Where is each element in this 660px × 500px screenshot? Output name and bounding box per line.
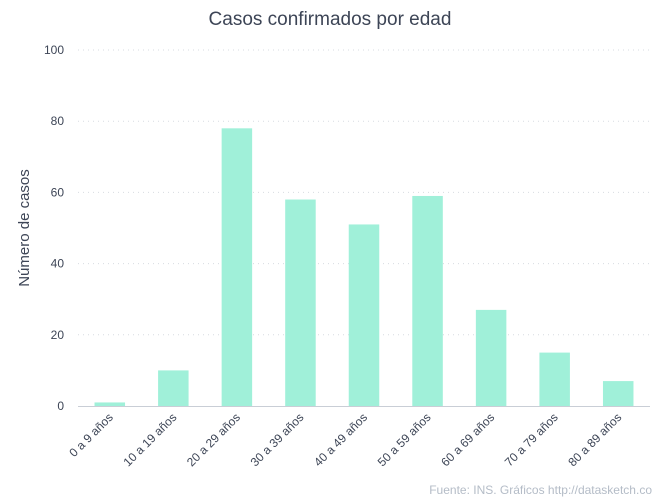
x-tick-label: 40 a 49 años (311, 410, 370, 469)
x-tick-label: 10 a 19 años (120, 410, 179, 469)
bars (94, 128, 634, 406)
x-tick-label: 50 a 59 años (375, 410, 434, 469)
y-tick-label: 0 (57, 399, 64, 413)
source-caption: Fuente: INS. Gráficos http://datasketch.… (429, 483, 652, 497)
bar[interactable] (94, 402, 126, 406)
x-tick-label: 60 a 69 años (438, 410, 497, 469)
x-tick-label: 80 a 89 años (565, 410, 624, 469)
x-tick-label: 0 a 9 años (66, 410, 116, 460)
x-tick-label: 20 a 29 años (184, 410, 243, 469)
bar[interactable] (158, 370, 189, 406)
bar[interactable] (285, 199, 316, 406)
y-tick-label: 80 (51, 114, 65, 128)
bar[interactable] (475, 309, 507, 406)
x-tick-labels: 0 a 9 años 10 a 19 años 20 a 29 años 30 a 3… (66, 410, 624, 469)
y-tick-label: 40 (51, 257, 65, 271)
bar[interactable] (602, 381, 634, 406)
chart-title: Casos confirmados por edad (209, 9, 452, 30)
x-tick-label: 30 a 39 años (248, 410, 307, 469)
y-tick-label: 100 (44, 43, 64, 57)
x-tick-label: 70 a 79 años (502, 410, 561, 469)
bar[interactable] (221, 128, 253, 406)
bar[interactable] (412, 195, 443, 406)
y-tick-label: 60 (51, 185, 65, 199)
y-axis-label: Número de casos (16, 169, 33, 287)
bar[interactable] (539, 352, 570, 406)
y-tick-labels: 0 20 40 60 80 100 (44, 43, 64, 413)
y-tick-label: 20 (51, 328, 65, 342)
bar[interactable] (348, 224, 380, 406)
